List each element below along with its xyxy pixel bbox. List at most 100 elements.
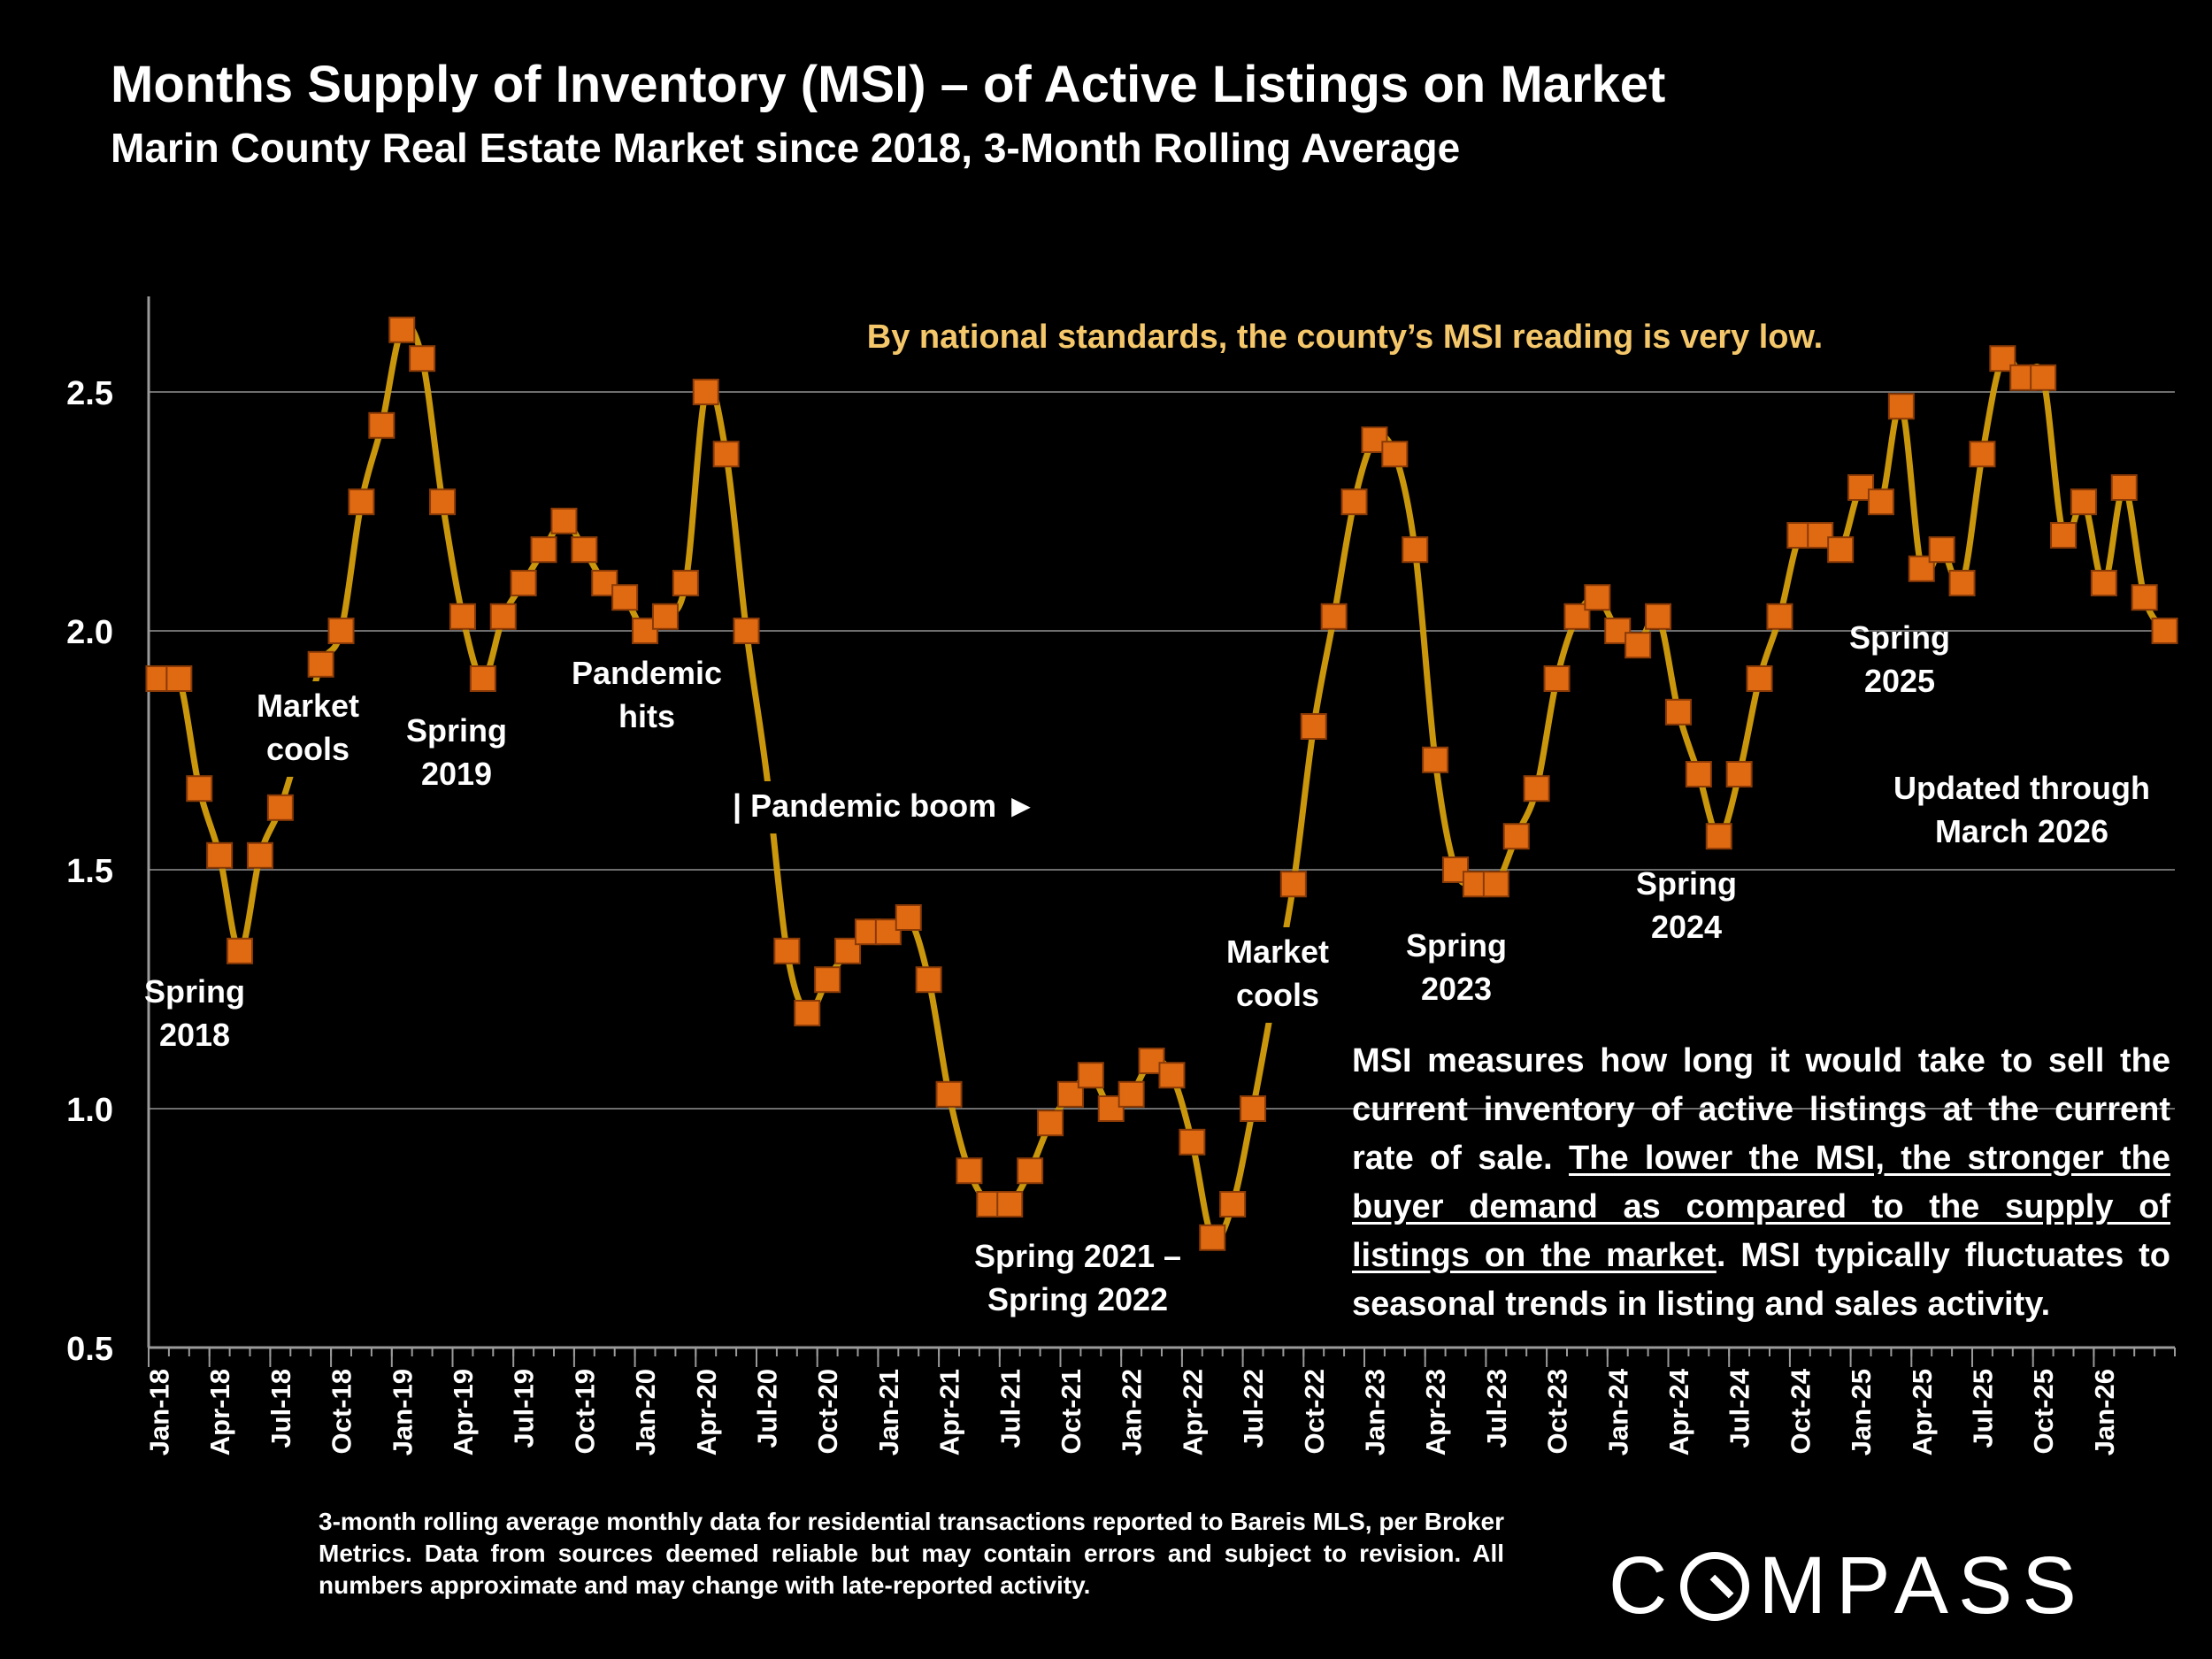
data-point-marker bbox=[1502, 823, 1530, 850]
annotation-line: Spring bbox=[1849, 619, 1950, 656]
annotation-pandemic-boom: | Pandemic boom ► bbox=[733, 787, 1037, 825]
x-tick-label: Jan-23 bbox=[1359, 1369, 1390, 1455]
data-point-marker bbox=[915, 966, 942, 994]
data-point-marker bbox=[1199, 1224, 1226, 1251]
data-point-marker bbox=[1300, 713, 1327, 740]
x-tick-label: Apr-20 bbox=[691, 1369, 722, 1455]
data-point-marker bbox=[2090, 570, 2117, 596]
x-tick-label: Oct-19 bbox=[569, 1369, 600, 1454]
annotation-line: Updated through bbox=[1893, 770, 2150, 806]
data-point-marker bbox=[2110, 474, 2138, 501]
annotation-line: Market bbox=[257, 687, 359, 724]
x-tick-label: Oct-18 bbox=[326, 1369, 357, 1454]
annotation-line: cools bbox=[266, 731, 349, 767]
desc-underlined: The lower the MSI, the stronger the buye… bbox=[1352, 1140, 2171, 1274]
data-point-marker bbox=[530, 536, 557, 564]
data-point-marker bbox=[794, 1000, 821, 1026]
annotation-line: 2025 bbox=[1864, 663, 1935, 699]
data-point-marker bbox=[489, 603, 517, 630]
data-point-marker bbox=[733, 618, 760, 644]
data-point-marker bbox=[1077, 1062, 1104, 1089]
x-tick-label: Apr-23 bbox=[1420, 1369, 1451, 1455]
annotation-line: By national standards, the county’s MSI … bbox=[867, 319, 1823, 356]
data-point-marker bbox=[1097, 1095, 1125, 1122]
data-point-marker bbox=[956, 1157, 983, 1185]
x-tick-label: Apr-25 bbox=[1907, 1369, 1938, 1455]
annotation-line: cools bbox=[1236, 977, 1319, 1013]
y-tick-label: 0.5 bbox=[66, 1331, 113, 1368]
data-point-marker bbox=[1279, 871, 1307, 898]
data-point-marker bbox=[996, 1191, 1024, 1217]
x-tick-label: Jul-24 bbox=[1724, 1368, 1755, 1448]
annotation-spring-2021-2022: Spring 2021 – Spring 2022 bbox=[974, 1238, 1181, 1317]
data-point-marker bbox=[327, 618, 355, 644]
data-point-marker bbox=[1887, 393, 1915, 420]
annotation-backdrop bbox=[1217, 927, 1339, 1023]
annotation-line: Spring bbox=[1406, 927, 1507, 964]
annotation-market-cools-2018: Market cools bbox=[257, 687, 359, 767]
annotation-spring-2024: Spring 2024 bbox=[1636, 865, 1737, 945]
data-point-marker bbox=[1320, 603, 1348, 630]
data-point-marker bbox=[1340, 488, 1368, 516]
x-tick-label: Jan-19 bbox=[387, 1369, 418, 1455]
data-point-marker bbox=[2151, 618, 2178, 644]
x-tick-label: Jan-21 bbox=[873, 1369, 904, 1455]
data-point-marker bbox=[895, 904, 922, 931]
data-point-marker bbox=[1948, 570, 1976, 596]
data-point-marker bbox=[1867, 488, 1894, 516]
footnote: 3-month rolling average monthly data for… bbox=[319, 1508, 1504, 1599]
x-tick-label: Apr-22 bbox=[1177, 1369, 1208, 1455]
x-tick-label: Apr-18 bbox=[204, 1369, 235, 1455]
data-point-marker bbox=[1361, 426, 1388, 453]
series-markers bbox=[145, 316, 2178, 1251]
chart-subtitle: Marin County Real Estate Market since 20… bbox=[111, 125, 1461, 171]
x-tick-label: Jan-20 bbox=[630, 1369, 661, 1455]
data-point-marker bbox=[935, 1080, 963, 1108]
data-point-marker bbox=[1563, 603, 1591, 630]
x-tick-label: Jan-25 bbox=[1846, 1369, 1877, 1455]
data-point-marker bbox=[165, 665, 193, 692]
data-point-marker bbox=[814, 966, 841, 994]
annotation-line: Spring bbox=[406, 712, 507, 749]
x-tick-label: Jul-20 bbox=[751, 1369, 782, 1448]
data-point-marker bbox=[834, 937, 862, 964]
data-point-marker bbox=[1928, 536, 1955, 564]
y-tick-label: 2.0 bbox=[66, 614, 113, 651]
data-point-marker bbox=[712, 441, 740, 468]
annotation-line: 2019 bbox=[421, 756, 492, 792]
annotation-line: March 2026 bbox=[1935, 813, 2108, 849]
compass-logo: C MPASS bbox=[1609, 1540, 2086, 1632]
data-point-marker bbox=[1523, 775, 1550, 803]
desc-part2: . MSI typically fluctuates to seasonal t… bbox=[1352, 1237, 2170, 1323]
data-point-marker bbox=[1645, 603, 1672, 630]
data-point-marker bbox=[672, 570, 699, 596]
annotation-line: Market bbox=[1226, 933, 1329, 970]
data-point-marker bbox=[2070, 488, 2097, 516]
data-point-marker bbox=[368, 411, 396, 439]
data-point-marker bbox=[1381, 441, 1409, 468]
annotation-spring-2025: Spring 2025 bbox=[1849, 619, 1950, 699]
data-point-marker bbox=[1118, 1080, 1145, 1108]
data-point-marker bbox=[571, 536, 598, 564]
data-point-marker bbox=[773, 937, 801, 964]
y-tick-label: 1.5 bbox=[66, 853, 113, 890]
x-tick-label: Apr-19 bbox=[448, 1369, 479, 1455]
annotation-line: 2018 bbox=[159, 1017, 230, 1053]
y-tick-label: 1.0 bbox=[66, 1092, 113, 1129]
x-tick-label: Jul-22 bbox=[1238, 1369, 1269, 1448]
data-point-marker bbox=[449, 603, 476, 630]
chart-title: Months Supply of Inventory (MSI) – of Ac… bbox=[111, 56, 1666, 113]
x-tick-label: Jan-26 bbox=[2089, 1369, 2120, 1455]
desc-part1: MSI measures how long it would take to s… bbox=[1352, 1042, 2170, 1177]
data-point-marker bbox=[246, 841, 273, 869]
x-tick-label: Jan-22 bbox=[1117, 1369, 1148, 1455]
data-point-marker bbox=[2131, 584, 2158, 611]
annotation-line: 2024 bbox=[1651, 909, 1722, 945]
data-point-marker bbox=[1543, 665, 1571, 692]
x-tick-label: Oct-20 bbox=[812, 1369, 843, 1454]
annotation-backdrop bbox=[726, 781, 1043, 833]
annotation-line: | Pandemic boom ► bbox=[733, 787, 1037, 825]
annotation-line: Spring 2021 – bbox=[974, 1238, 1181, 1274]
data-point-marker bbox=[227, 937, 254, 964]
